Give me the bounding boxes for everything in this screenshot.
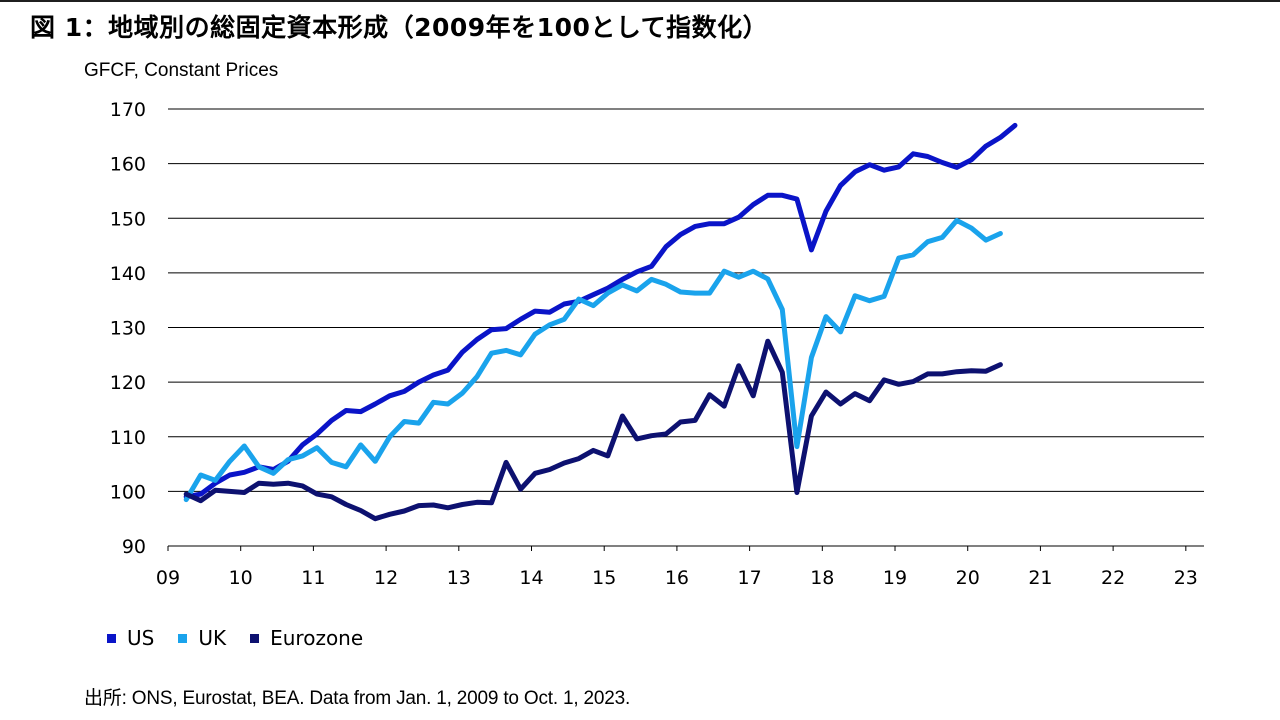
y-axis-ticks: 90 100 110 120 130 140 150 160 170	[110, 99, 146, 558]
x-tick-label-12: 12	[374, 567, 398, 589]
series-line-us	[183, 122, 1018, 500]
grid-lines	[168, 108, 1204, 547]
y-tick-label-150: 150	[110, 208, 146, 230]
legend-label-uk: UK	[198, 626, 227, 650]
y-tick-label-140: 140	[110, 263, 146, 285]
legend-swatch-eurozone	[250, 633, 260, 643]
legend-item-eurozone: Eurozone	[250, 626, 363, 650]
x-tick-label-17: 17	[738, 567, 762, 589]
series-line-eurozone	[183, 338, 1003, 522]
x-tick-label-23: 23	[1174, 567, 1198, 589]
chart-subtitle: GFCF, Constant Prices	[84, 60, 279, 81]
legend: US UK Eurozone	[107, 626, 363, 650]
series-lines	[183, 122, 1018, 522]
source-note: 出所: ONS, Eurostat, BEA. Data from Jan. 1…	[84, 688, 631, 709]
y-tick-label-100: 100	[110, 481, 146, 503]
x-tick-label-15: 15	[592, 567, 616, 589]
x-tick-label-22: 22	[1101, 567, 1125, 589]
x-tick-label-09: 09	[156, 567, 180, 589]
series-line-uk	[183, 217, 1003, 503]
x-tick-label-14: 14	[519, 567, 543, 589]
chart-title: 図 1：地域別の総固定資本形成（2009年を100として指数化）	[30, 13, 769, 42]
top-rule	[0, 0, 1280, 2]
x-tick-label-10: 10	[229, 567, 253, 589]
legend-swatch-uk	[178, 633, 188, 643]
x-tick-label-13: 13	[447, 567, 471, 589]
legend-item-us: US	[107, 626, 154, 650]
y-tick-label-130: 130	[110, 318, 146, 340]
legend-label-eurozone: Eurozone	[270, 626, 364, 650]
x-tick-label-20: 20	[956, 567, 980, 589]
y-tick-label-170: 170	[110, 99, 146, 121]
x-tick-label-11: 11	[301, 567, 325, 589]
y-tick-label-120: 120	[110, 372, 146, 394]
x-axis-ticks: 09 10 11 12 13 14 15 16 17 18 19 20 21 22 23	[156, 546, 1198, 589]
legend-swatch-us	[107, 633, 116, 643]
legend-item-uk: UK	[178, 626, 226, 650]
legend-label-us: US	[127, 626, 155, 650]
x-tick-label-18: 18	[810, 567, 834, 589]
y-tick-label-110: 110	[110, 427, 146, 449]
x-tick-label-16: 16	[665, 567, 689, 589]
y-tick-label-160: 160	[110, 154, 146, 176]
x-tick-label-19: 19	[883, 567, 907, 589]
x-tick-label-21: 21	[1028, 567, 1052, 589]
y-tick-label-90: 90	[122, 536, 146, 558]
